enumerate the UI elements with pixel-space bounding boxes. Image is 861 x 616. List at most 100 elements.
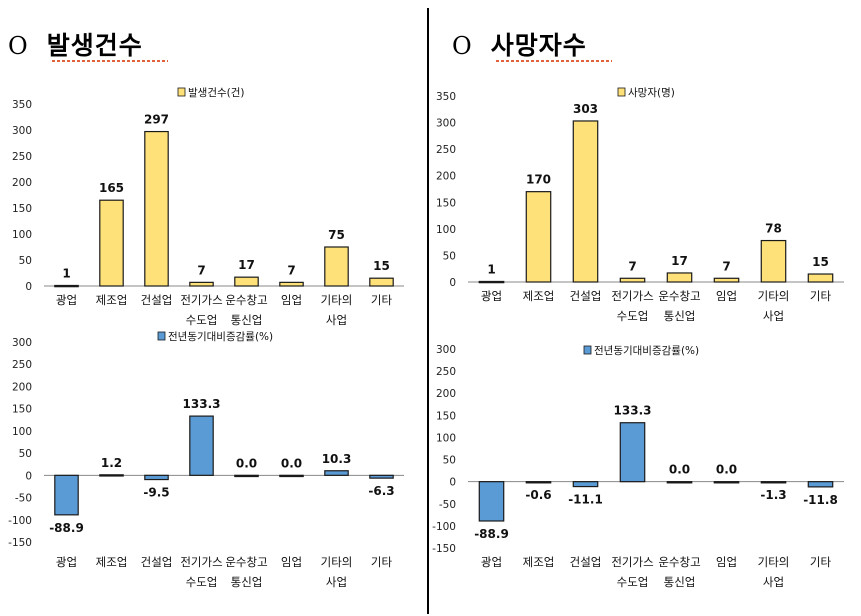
y-tick-label: 300 <box>12 337 32 349</box>
legend-label: 전년동기대비증감률(%) <box>594 345 699 357</box>
category-label-line: 사업 <box>326 313 347 327</box>
data-label: -6.3 <box>368 484 394 498</box>
fatalities-change-bar-chart: -150 -100 -50 0 50 100 150 200 250 300 전년동기대비증감률(%… <box>432 344 844 589</box>
category-label: 기타 <box>371 555 393 569</box>
data-label: 0.0 <box>281 456 302 470</box>
data-label: 7 <box>628 259 636 273</box>
bar <box>807 481 834 488</box>
category-label: 임업 <box>281 555 302 569</box>
data-label: 1 <box>487 262 495 276</box>
category-label: 기타 <box>371 293 393 307</box>
category-label: 운수창고 통신업 <box>658 289 700 323</box>
data-label: 7 <box>722 259 730 273</box>
category-label: 임업 <box>716 289 737 303</box>
bar <box>144 130 169 287</box>
y-tick-label: 150 <box>12 404 32 416</box>
y-tick-label: 50 <box>443 455 456 467</box>
category-label-line: 기타의 <box>758 555 790 569</box>
category-label: 기타의 사업 <box>321 555 353 589</box>
category-label-line: 운수창고 <box>225 555 267 569</box>
category-label: 전기가스 수도업 <box>180 555 222 589</box>
category-label: 기타 <box>810 555 832 569</box>
category-label: 건설업 <box>570 555 602 569</box>
category-label: 광업 <box>481 289 502 303</box>
category-label: 전기가스 수도업 <box>611 289 653 323</box>
category-label: 기타의 사업 <box>321 293 353 327</box>
bar <box>144 474 169 481</box>
category-label: 광업 <box>56 555 77 569</box>
incidents-bar-chart: 0 50 100 150 200 250 300 350 발생건수(건) 1 광업 165 제조업 297… <box>12 87 404 327</box>
bar <box>713 481 740 484</box>
incidents-change-bar-chart: -150 -100 -50 0 50 100 150 200 250 300 전년동기대비증감률(%… <box>8 331 404 589</box>
y-tick-label: -50 <box>439 499 456 511</box>
bar <box>99 199 124 287</box>
y-tick-label: 0 <box>449 477 456 489</box>
bar <box>234 276 259 287</box>
category-label-line: 광업 <box>481 555 502 569</box>
y-tick-label: 150 <box>12 203 32 215</box>
category-label-line: 운수창고 <box>225 293 267 307</box>
category-label-line: 광업 <box>481 289 502 303</box>
legend-swatch <box>583 345 592 355</box>
category-label: 제조업 <box>96 293 128 307</box>
bar <box>189 281 214 287</box>
y-tick-label: 150 <box>436 410 456 422</box>
title-underline <box>52 60 168 62</box>
data-label: 17 <box>238 258 255 272</box>
category-label-line: 수도업 <box>186 313 218 327</box>
category-label-line: 기타의 <box>758 289 790 303</box>
bar <box>807 273 834 283</box>
y-tick-label: -150 <box>432 543 456 555</box>
bar <box>54 284 79 288</box>
category-label-line: 전기가스 <box>611 555 653 569</box>
y-tick-label: 350 <box>12 99 32 111</box>
category-label-line: 수도업 <box>186 575 218 589</box>
category-label-line: 기타 <box>371 293 393 307</box>
data-label: -9.5 <box>143 486 169 500</box>
data-label: -11.8 <box>803 493 838 507</box>
category-label-line: 제조업 <box>96 293 128 307</box>
y-tick-label: 0 <box>25 470 32 482</box>
y-tick-label: 200 <box>12 177 32 189</box>
category-label-line: 전기가스 <box>180 293 222 307</box>
category-label: 건설업 <box>141 555 173 569</box>
y-tick-label: -100 <box>8 515 32 527</box>
category-label-line: 기타 <box>810 289 832 303</box>
category-label-line: 사업 <box>763 309 784 323</box>
bar <box>234 474 259 478</box>
data-label: -88.9 <box>474 527 509 541</box>
category-label-line: 건설업 <box>141 293 173 307</box>
bar <box>369 474 394 479</box>
data-label: 17 <box>671 254 688 268</box>
section-title-fatalities: O 사망자수 <box>452 26 587 62</box>
category-label-line: 임업 <box>281 555 302 569</box>
y-tick-label: 50 <box>19 448 32 460</box>
category-label-line: 통신업 <box>231 575 263 589</box>
category-label-line: 수도업 <box>617 309 649 323</box>
data-label: 133.3 <box>614 404 652 418</box>
category-label-line: 기타 <box>371 555 393 569</box>
y-tick-label: -150 <box>8 537 32 549</box>
category-label-line: 통신업 <box>664 575 696 589</box>
bar <box>572 481 599 488</box>
data-label: 165 <box>99 181 124 195</box>
bar <box>478 280 505 284</box>
category-label-line: 광업 <box>56 555 77 569</box>
data-label: 10.3 <box>322 452 352 466</box>
section-title-text: 발생건수 <box>46 31 143 60</box>
category-label-line: 기타의 <box>321 555 353 569</box>
bar <box>369 277 394 287</box>
data-label: -0.6 <box>525 488 551 502</box>
category-label: 제조업 <box>523 555 555 569</box>
bar <box>324 246 349 287</box>
data-label: -1.3 <box>760 488 786 502</box>
y-tick-label: -100 <box>432 521 456 533</box>
data-label: 15 <box>373 259 390 273</box>
category-label-line: 운수창고 <box>658 555 700 569</box>
data-label: 297 <box>144 113 169 127</box>
category-label: 기타의 사업 <box>758 555 790 589</box>
y-tick-label: 100 <box>12 229 32 241</box>
